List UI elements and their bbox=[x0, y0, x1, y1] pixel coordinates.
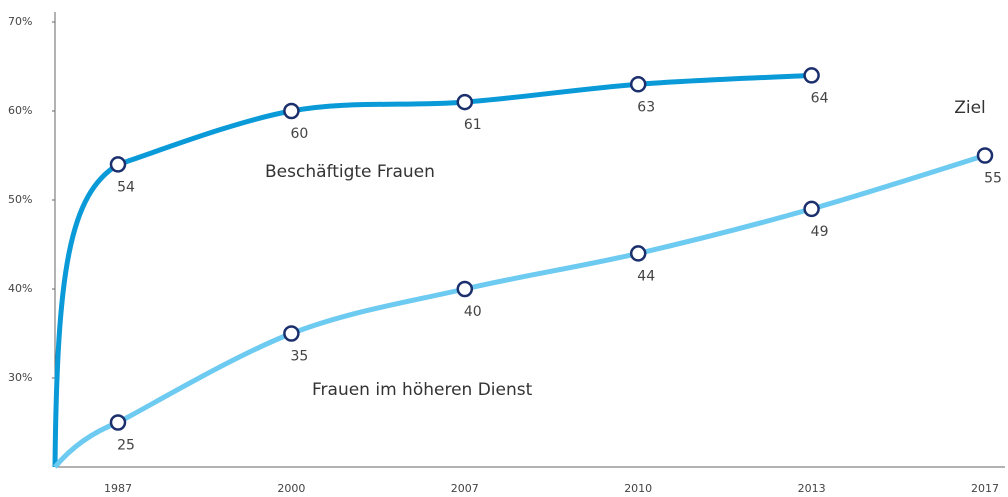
marker bbox=[109, 414, 127, 431]
data-label: 25 bbox=[117, 438, 135, 454]
marker bbox=[456, 280, 474, 298]
annotation: Ziel bbox=[954, 98, 986, 118]
data-label: 61 bbox=[464, 117, 482, 133]
y-tick-label: 50% bbox=[8, 193, 32, 206]
series-name: Beschäftigte Frauen bbox=[265, 162, 435, 182]
line bbox=[116, 153, 986, 425]
marker bbox=[283, 325, 300, 342]
data-label: 60 bbox=[290, 126, 308, 142]
y-tick-label: 70% bbox=[8, 15, 32, 28]
data-label: 63 bbox=[637, 99, 655, 115]
data-label: 54 bbox=[117, 179, 135, 195]
marker bbox=[803, 67, 820, 84]
x-tick-label: 2013 bbox=[798, 482, 826, 495]
marker bbox=[109, 156, 127, 173]
x-tick-label: 2010 bbox=[624, 482, 652, 495]
y-tick-label: 30% bbox=[8, 371, 32, 384]
marker bbox=[456, 93, 474, 111]
line-lead bbox=[53, 420, 119, 469]
marker bbox=[629, 76, 647, 93]
x-tick-label: 1987 bbox=[104, 482, 132, 495]
marker bbox=[629, 245, 647, 262]
line-lead bbox=[52, 162, 120, 468]
data-label: 49 bbox=[811, 224, 829, 240]
data-label: 64 bbox=[811, 90, 829, 106]
marker bbox=[283, 102, 300, 120]
data-label: 44 bbox=[637, 268, 655, 284]
marker bbox=[803, 200, 820, 218]
x-tick-label: 2017 bbox=[971, 482, 999, 495]
marker bbox=[976, 147, 994, 164]
y-tick-label: 60% bbox=[8, 104, 32, 117]
y-tick-label: 40% bbox=[8, 282, 32, 295]
data-label: 40 bbox=[464, 304, 482, 320]
x-tick-label: 2000 bbox=[277, 482, 305, 495]
x-tick-label: 2007 bbox=[451, 482, 479, 495]
series-name: Frauen im höheren Dienst bbox=[312, 380, 533, 400]
data-label: 55 bbox=[984, 171, 1002, 187]
data-label: 35 bbox=[290, 349, 308, 365]
